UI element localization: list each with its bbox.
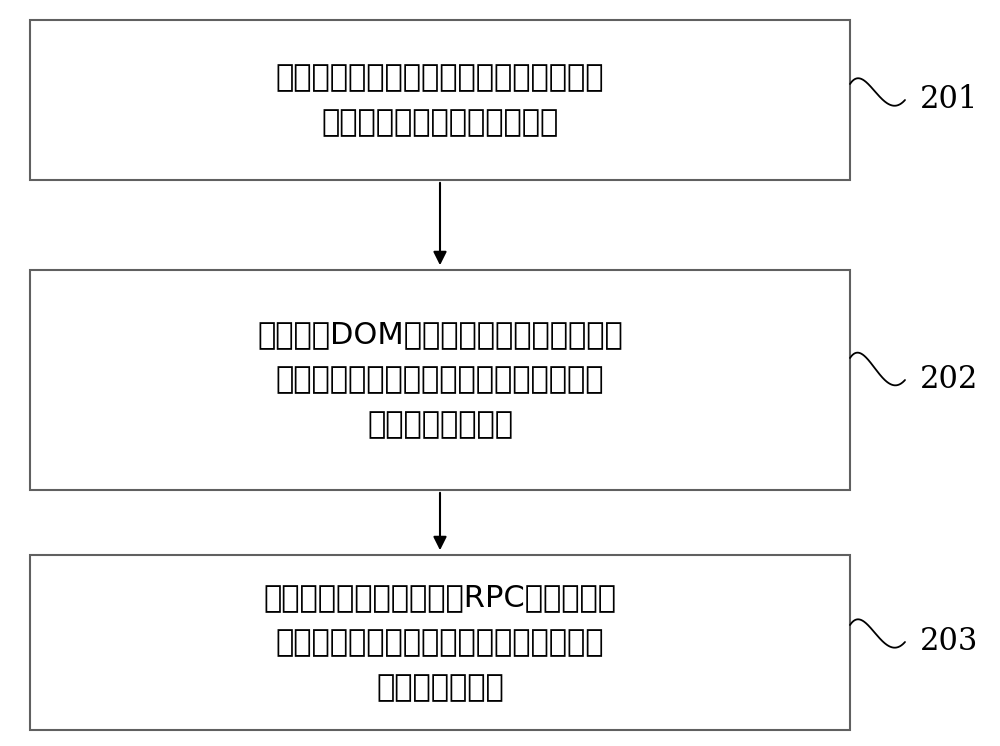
Bar <box>30 270 850 490</box>
Text: 根据现有卫星影像之间的轨道关系，进行
同名点位的提取，生成连接点: 根据现有卫星影像之间的轨道关系，进行 同名点位的提取，生成连接点 <box>276 63 604 137</box>
Text: 根据现有卫星影像的初始RPC和生成的控
制点，进行区域网平差，剔除粗差区域，
生成基准网影像: 根据现有卫星影像的初始RPC和生成的控 制点，进行区域网平差，剔除粗差区域， 生… <box>264 583 616 702</box>
Bar <box>30 20 850 180</box>
Text: 基于参考DOM数据和控制点影像库对所述
连接点在影像上进行配准，剔除粗差，生
成高精度的控制点: 基于参考DOM数据和控制点影像库对所述 连接点在影像上进行配准，剔除粗差，生 成… <box>257 320 623 439</box>
Text: 203: 203 <box>920 627 978 657</box>
Bar <box>30 555 850 730</box>
Text: 201: 201 <box>920 84 978 116</box>
Text: 202: 202 <box>920 365 978 395</box>
